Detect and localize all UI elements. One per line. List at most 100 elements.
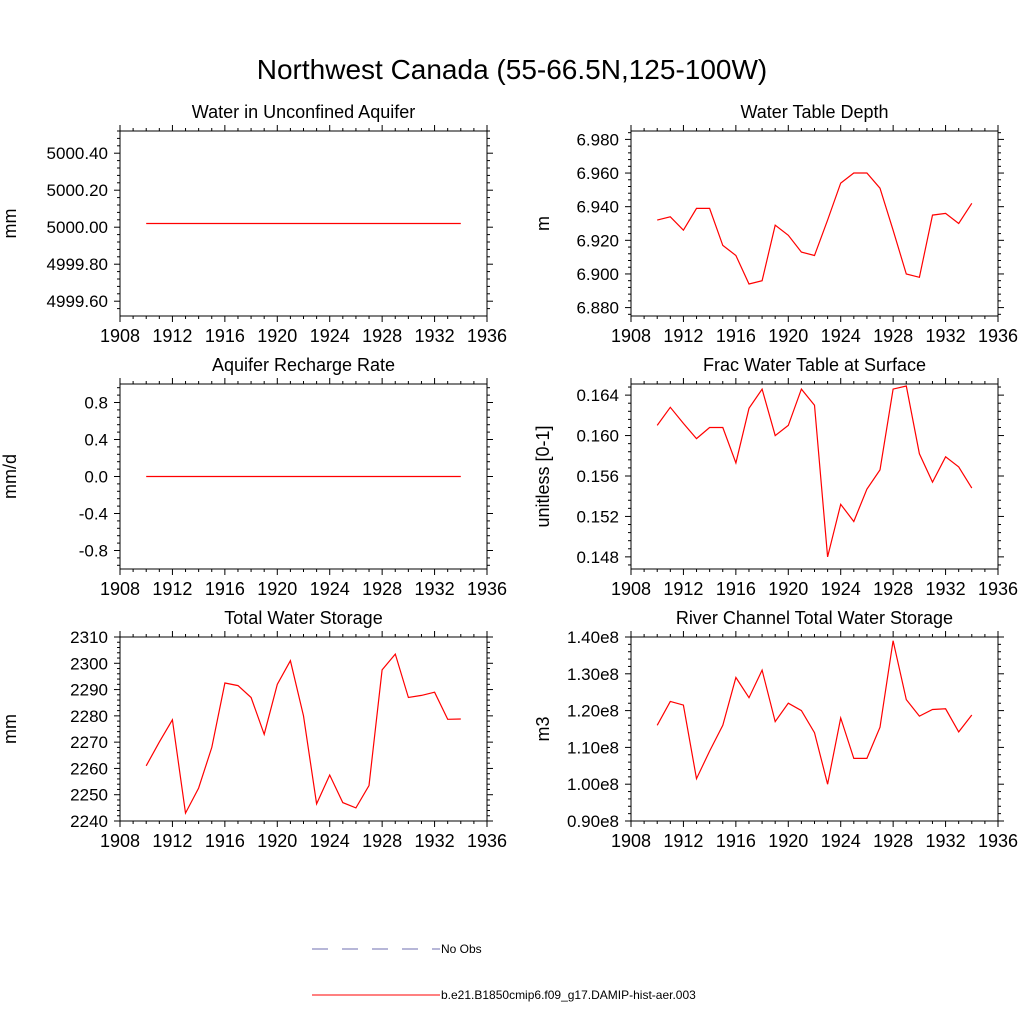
panel-title: Total Water Storage [224,608,382,628]
series-line [145,652,461,816]
x-tick-label: 1916 [716,579,756,599]
y-tick-label: 6.980 [576,130,619,149]
y-tick-label: 1.20e8 [567,702,619,721]
x-tick-label: 1936 [467,831,507,851]
y-tick-label: 0.152 [576,507,619,526]
y-tick-label: 6.960 [576,164,619,183]
x-tick-label: 1916 [716,326,756,346]
x-tick-label: 1932 [926,326,966,346]
x-tick-label: 1912 [152,831,192,851]
x-tick-label: 1936 [467,579,507,599]
x-tick-label: 1924 [821,579,861,599]
x-tick-label: 1928 [362,326,402,346]
x-tick-label: 1916 [205,831,245,851]
x-tick-label: 1912 [152,579,192,599]
x-tick-label: 1936 [467,326,507,346]
x-tick-label: 1908 [611,579,651,599]
y-tick-label: 2290 [70,681,108,700]
y-tick-label: 5000.00 [47,218,108,237]
y-tick-label: 5000.40 [47,144,108,163]
x-tick-label: 1928 [873,579,913,599]
y-tick-label: 4999.60 [47,292,108,311]
series-line [656,640,973,785]
y-tick-label: 4999.80 [47,255,108,274]
panel-title: River Channel Total Water Storage [676,608,953,628]
y-tick-label: 0.156 [576,467,619,486]
plot-frame [630,130,999,317]
y-tick-label: 0.160 [576,427,619,446]
y-tick-label: 2250 [70,786,108,805]
x-tick-label: 1924 [310,579,350,599]
x-tick-label: 1908 [100,326,140,346]
x-tick-label: 1920 [257,326,297,346]
y-tick-label: 1.30e8 [567,665,619,684]
y-axis-label: unitless [0-1] [533,425,553,527]
x-tick-label: 1916 [716,831,756,851]
y-tick-label: 2280 [70,707,108,726]
x-tick-label: 1928 [362,831,402,851]
series-line [657,172,973,285]
x-tick-label: 1924 [310,326,350,346]
x-tick-label: 1912 [663,326,703,346]
y-axis-label: mm [0,209,20,239]
legend-model-line [312,994,440,996]
x-tick-label: 1908 [100,579,140,599]
x-tick-label: 1920 [257,831,297,851]
x-tick-label: 1924 [310,831,350,851]
legend-model-label: b.e21.B1850cmip6.f09_g17.DAMIP-hist-aer.… [441,988,696,1002]
legend-obs-line [312,948,440,950]
x-tick-label: 1928 [362,579,402,599]
x-tick-label: 1932 [415,326,455,346]
y-axis-label: mm [0,714,20,744]
x-tick-label: 1912 [663,579,703,599]
x-tick-label: 1932 [926,831,966,851]
y-axis-label: mm/d [0,454,20,499]
series-line [656,385,973,558]
x-tick-label: 1928 [873,326,913,346]
x-tick-label: 1920 [768,831,808,851]
panel-title: Aquifer Recharge Rate [212,355,395,375]
y-tick-label: 2310 [70,628,108,647]
y-tick-label: 6.920 [576,231,619,250]
y-tick-label: 0.164 [576,386,619,405]
x-tick-label: 1932 [926,579,966,599]
y-tick-label: 1.00e8 [567,775,619,794]
legend-obs-label: No Obs [441,942,482,956]
panel-title: Water Table Depth [740,102,888,122]
x-tick-label: 1912 [152,326,192,346]
y-tick-label: 0.148 [576,548,619,567]
x-tick-label: 1912 [663,831,703,851]
y-tick-label: 6.900 [576,265,619,284]
x-tick-label: 1908 [611,831,651,851]
x-tick-label: 1932 [415,579,455,599]
x-tick-label: 1908 [100,831,140,851]
y-tick-label: 2270 [70,733,108,752]
y-tick-label: 6.880 [576,299,619,318]
y-tick-label: -0.4 [79,505,108,524]
y-tick-label: 2240 [70,812,108,831]
x-tick-label: 1916 [205,579,245,599]
y-tick-label: -0.8 [79,542,108,561]
y-tick-label: 1.10e8 [567,738,619,757]
y-tick-label: 5000.20 [47,181,108,200]
plot-frame [119,636,488,822]
x-tick-label: 1920 [768,579,808,599]
x-tick-label: 1916 [205,326,245,346]
x-tick-label: 1932 [415,831,455,851]
y-tick-label: 2260 [70,759,108,778]
x-tick-label: 1928 [873,831,913,851]
x-tick-label: 1920 [768,326,808,346]
y-tick-label: 2300 [70,654,108,673]
plot-frame [630,636,999,822]
y-axis-label: m [533,216,553,231]
x-tick-label: 1936 [978,579,1018,599]
main-title: Northwest Canada (55-66.5N,125-100W) [256,54,768,85]
y-tick-label: 0.8 [84,394,108,413]
x-tick-label: 1924 [821,831,861,851]
y-tick-label: 0.4 [84,431,108,450]
x-tick-label: 1936 [978,831,1018,851]
x-tick-label: 1920 [257,579,297,599]
y-tick-label: 0.0 [84,468,108,487]
y-tick-label: 1.40e8 [567,628,619,647]
